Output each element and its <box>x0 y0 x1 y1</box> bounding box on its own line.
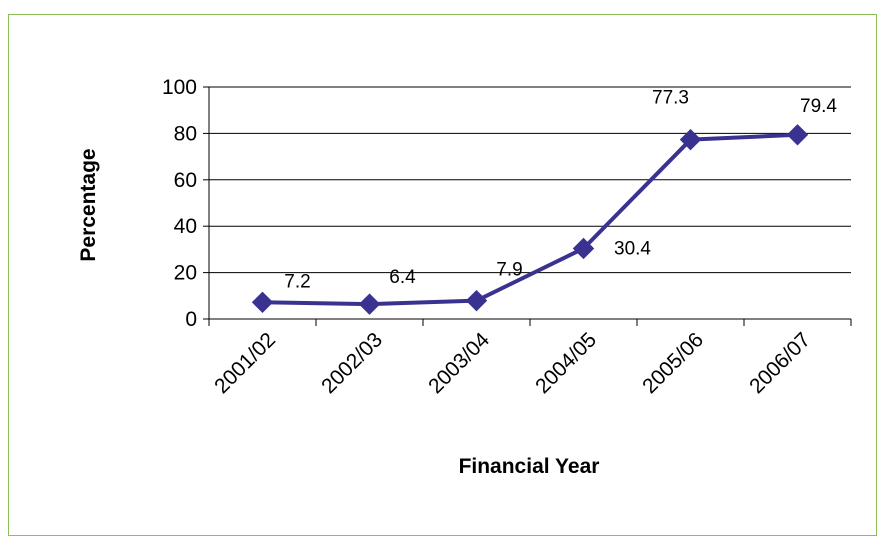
y-tick-label: 60 <box>174 169 197 192</box>
axes <box>203 86 852 326</box>
data-point-marker <box>251 291 274 314</box>
data-point-marker <box>572 237 595 260</box>
x-tick-labels: 2001/02 2002/03 2003/04 2004/05 2005/06 2006/… <box>210 328 815 398</box>
data-point-marker <box>358 293 381 315</box>
series-line <box>262 132 798 307</box>
chart-frame <box>8 14 877 536</box>
series-line-path <box>262 132 798 307</box>
y-tick-label: 20 <box>174 262 197 285</box>
x-tick-label: 2003/04 <box>424 328 494 398</box>
y-axis-title: Percentage <box>77 148 100 261</box>
data-label: 30.4 <box>614 238 651 259</box>
data-point-marker <box>786 124 809 146</box>
y-tick-label: 40 <box>174 215 197 238</box>
data-label: 77.3 <box>652 88 689 109</box>
gridlines <box>209 86 851 274</box>
data-point-marker <box>465 289 488 312</box>
data-labels: 7.2 6.4 7.9 30.4 77.3 79.4 <box>284 88 837 293</box>
data-label: 6.4 <box>389 267 416 288</box>
x-axis-title: Financial Year <box>459 455 600 478</box>
data-label: 7.2 <box>284 271 310 292</box>
y-tick-label: 80 <box>174 122 197 145</box>
x-tick-label: 2002/03 <box>317 328 387 398</box>
data-markers <box>251 124 809 315</box>
x-tick-label: 2001/02 <box>210 328 280 398</box>
x-tick-label: 2005/06 <box>638 328 708 398</box>
data-point-marker <box>679 128 702 151</box>
x-tick-label: 2004/05 <box>531 328 601 398</box>
y-tick-label: 100 <box>162 76 197 99</box>
data-label: 7.9 <box>496 260 522 281</box>
y-tick-labels: 0 20 40 60 80 100 <box>162 76 197 331</box>
x-tick-label: 2006/07 <box>745 328 815 398</box>
data-label: 79.4 <box>800 96 837 117</box>
y-tick-label: 0 <box>185 308 197 331</box>
